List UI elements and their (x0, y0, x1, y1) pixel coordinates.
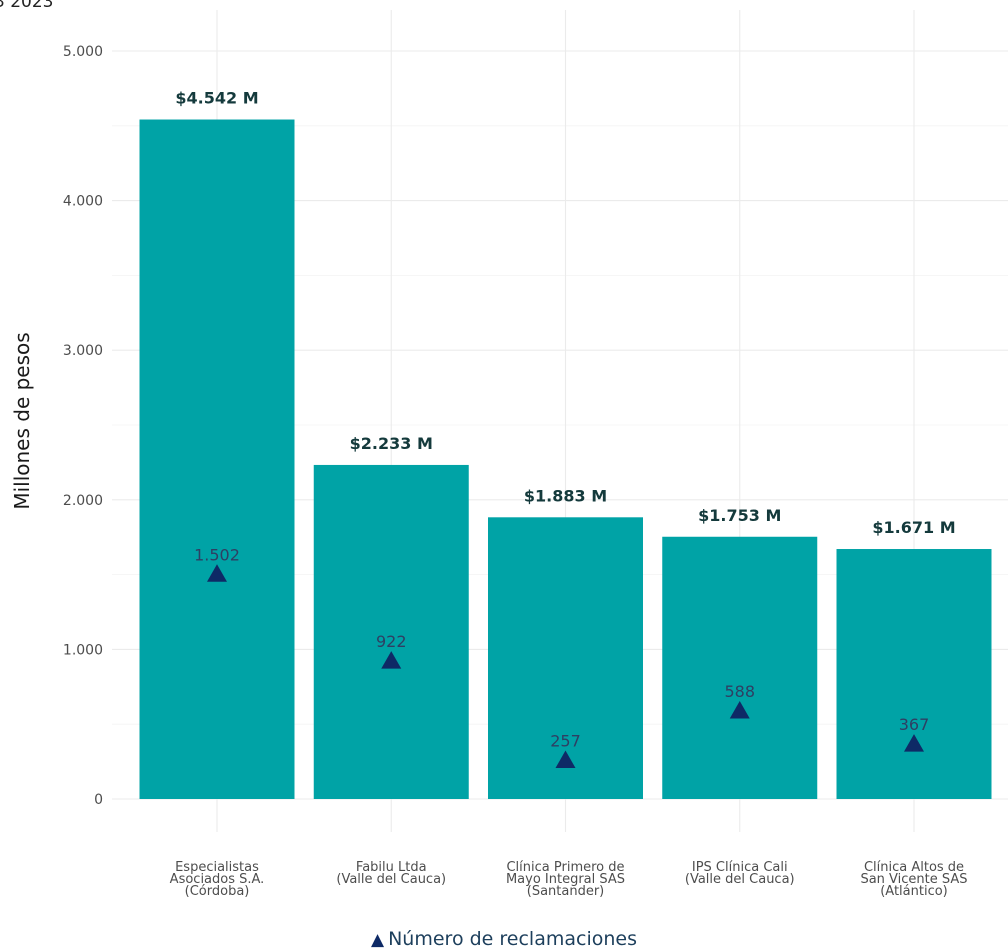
claims-triangle-marker (555, 750, 576, 769)
x-tick-label: Asociados S.A. (170, 872, 265, 887)
claims-triangle-marker (381, 651, 402, 669)
claims-value-label: 367 (899, 715, 930, 734)
x-tick-label: Clínica Altos de (864, 860, 964, 875)
bar (662, 536, 818, 799)
x-tick-label: (Valle del Cauca) (685, 872, 795, 887)
y-axis-title: Millones de pesos (10, 332, 34, 509)
x-tick-label: Mayo Integral SAS (506, 872, 625, 887)
claims-value-label: 257 (550, 732, 581, 751)
y-tick-label: 0 (94, 792, 103, 808)
y-tick-label: 4.000 (63, 194, 103, 210)
bar (836, 549, 992, 799)
bar-value-label: $1.671 M (872, 518, 955, 537)
chart-title: 3 2023 (0, 0, 54, 12)
bar (139, 119, 295, 800)
claims-value-label: 1.502 (194, 545, 240, 564)
bar (313, 464, 469, 799)
claims-value-label: 588 (724, 682, 755, 701)
legend-triangle-icon: ▲ (371, 930, 385, 950)
x-tick-label: Fabilu Ltda (356, 860, 427, 875)
claims-triangle-marker (904, 734, 924, 752)
x-tick-label: Especialistas (175, 860, 259, 875)
claims-value-label: 922 (376, 632, 407, 651)
y-tick-label: 2.000 (63, 493, 103, 509)
legend-label: Número de reclamaciones (388, 928, 637, 950)
claims-triangle-marker (729, 701, 750, 719)
x-tick-label: (Santander) (527, 884, 605, 899)
y-tick-label: 1.000 (63, 642, 103, 658)
x-tick-label: (Valle del Cauca) (336, 872, 446, 887)
claims-triangle-marker (207, 564, 227, 582)
bar-value-label: $1.753 M (698, 506, 781, 525)
x-tick-label: San Vicente SAS (860, 872, 967, 887)
x-tick-label: Clínica Primero de (506, 860, 624, 875)
bar-value-label: $1.883 M (524, 486, 607, 505)
x-tick-label: (Atlántico) (880, 884, 948, 899)
x-tick-label: (Córdoba) (185, 884, 250, 899)
y-tick-label: 3.000 (63, 343, 103, 359)
legend: ▲ Número de reclamaciones (0, 928, 1008, 950)
y-tick-label: 5.000 (63, 44, 103, 60)
x-tick-label: IPS Clínica Cali (692, 860, 788, 875)
bar-value-label: $4.542 M (175, 89, 258, 108)
bar-value-label: $2.233 M (350, 434, 433, 453)
